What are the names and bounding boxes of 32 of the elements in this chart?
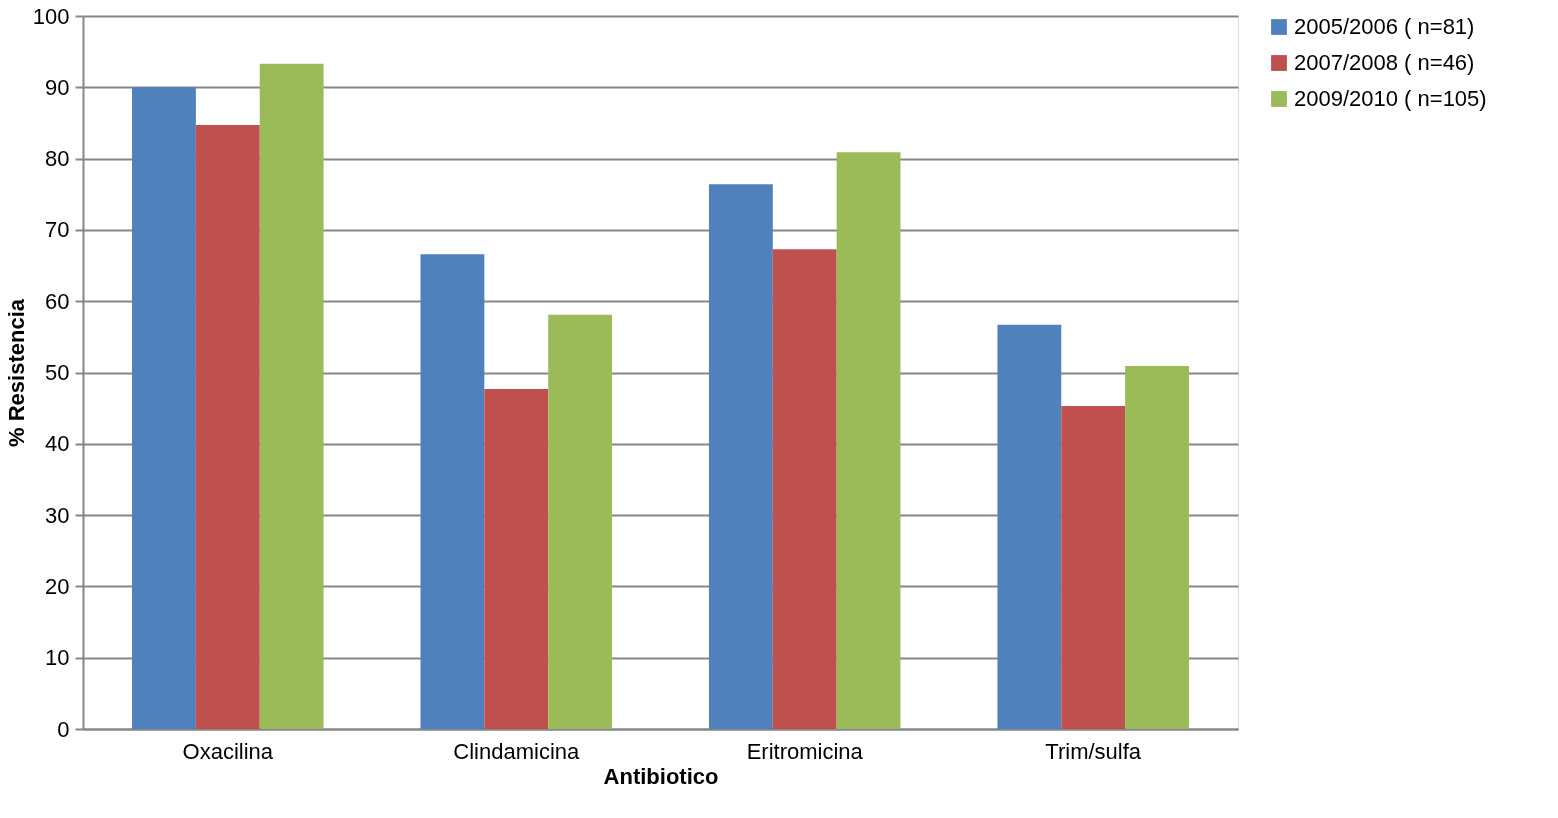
bar (1061, 406, 1126, 729)
y-tick-label: 70 (45, 217, 70, 243)
legend-label: 2007/2008 ( n=46) (1294, 50, 1475, 75)
bar (195, 125, 260, 729)
x-tick-label: Oxacilina (182, 738, 274, 764)
bar (836, 152, 901, 729)
y-tick-label: 80 (45, 146, 70, 172)
bar (484, 388, 549, 729)
bar (132, 87, 196, 729)
y-tick-label: 100 (32, 3, 70, 29)
legend-label: 2005/2006 ( n=81) (1294, 14, 1475, 39)
bar (259, 63, 324, 729)
bar (708, 184, 773, 729)
y-tick-label: 20 (45, 573, 70, 599)
y-tick-label: 50 (45, 360, 70, 385)
bar (772, 249, 837, 729)
bar (997, 324, 1062, 729)
y-tick-label: 90 (45, 74, 70, 100)
bar (420, 254, 485, 729)
legend-label: 2009/2010 ( n=105) (1294, 86, 1487, 111)
x-tick-label: Eritromicina (746, 738, 864, 764)
x-tick-label: Clindamicina (453, 738, 580, 764)
x-axis-title: Antibiotico (603, 763, 719, 789)
y-tick-label: 40 (45, 431, 70, 457)
x-tick-label: Trim/sulfa (1045, 738, 1142, 764)
y-axis-title: % Resistencia (3, 298, 29, 447)
y-tick-label: 0 (57, 716, 70, 742)
y-tick-label: 30 (45, 502, 70, 528)
bar (1125, 366, 1189, 729)
bar (548, 314, 613, 729)
y-tick-label: 10 (45, 645, 70, 671)
y-tick-label: 60 (45, 288, 70, 314)
